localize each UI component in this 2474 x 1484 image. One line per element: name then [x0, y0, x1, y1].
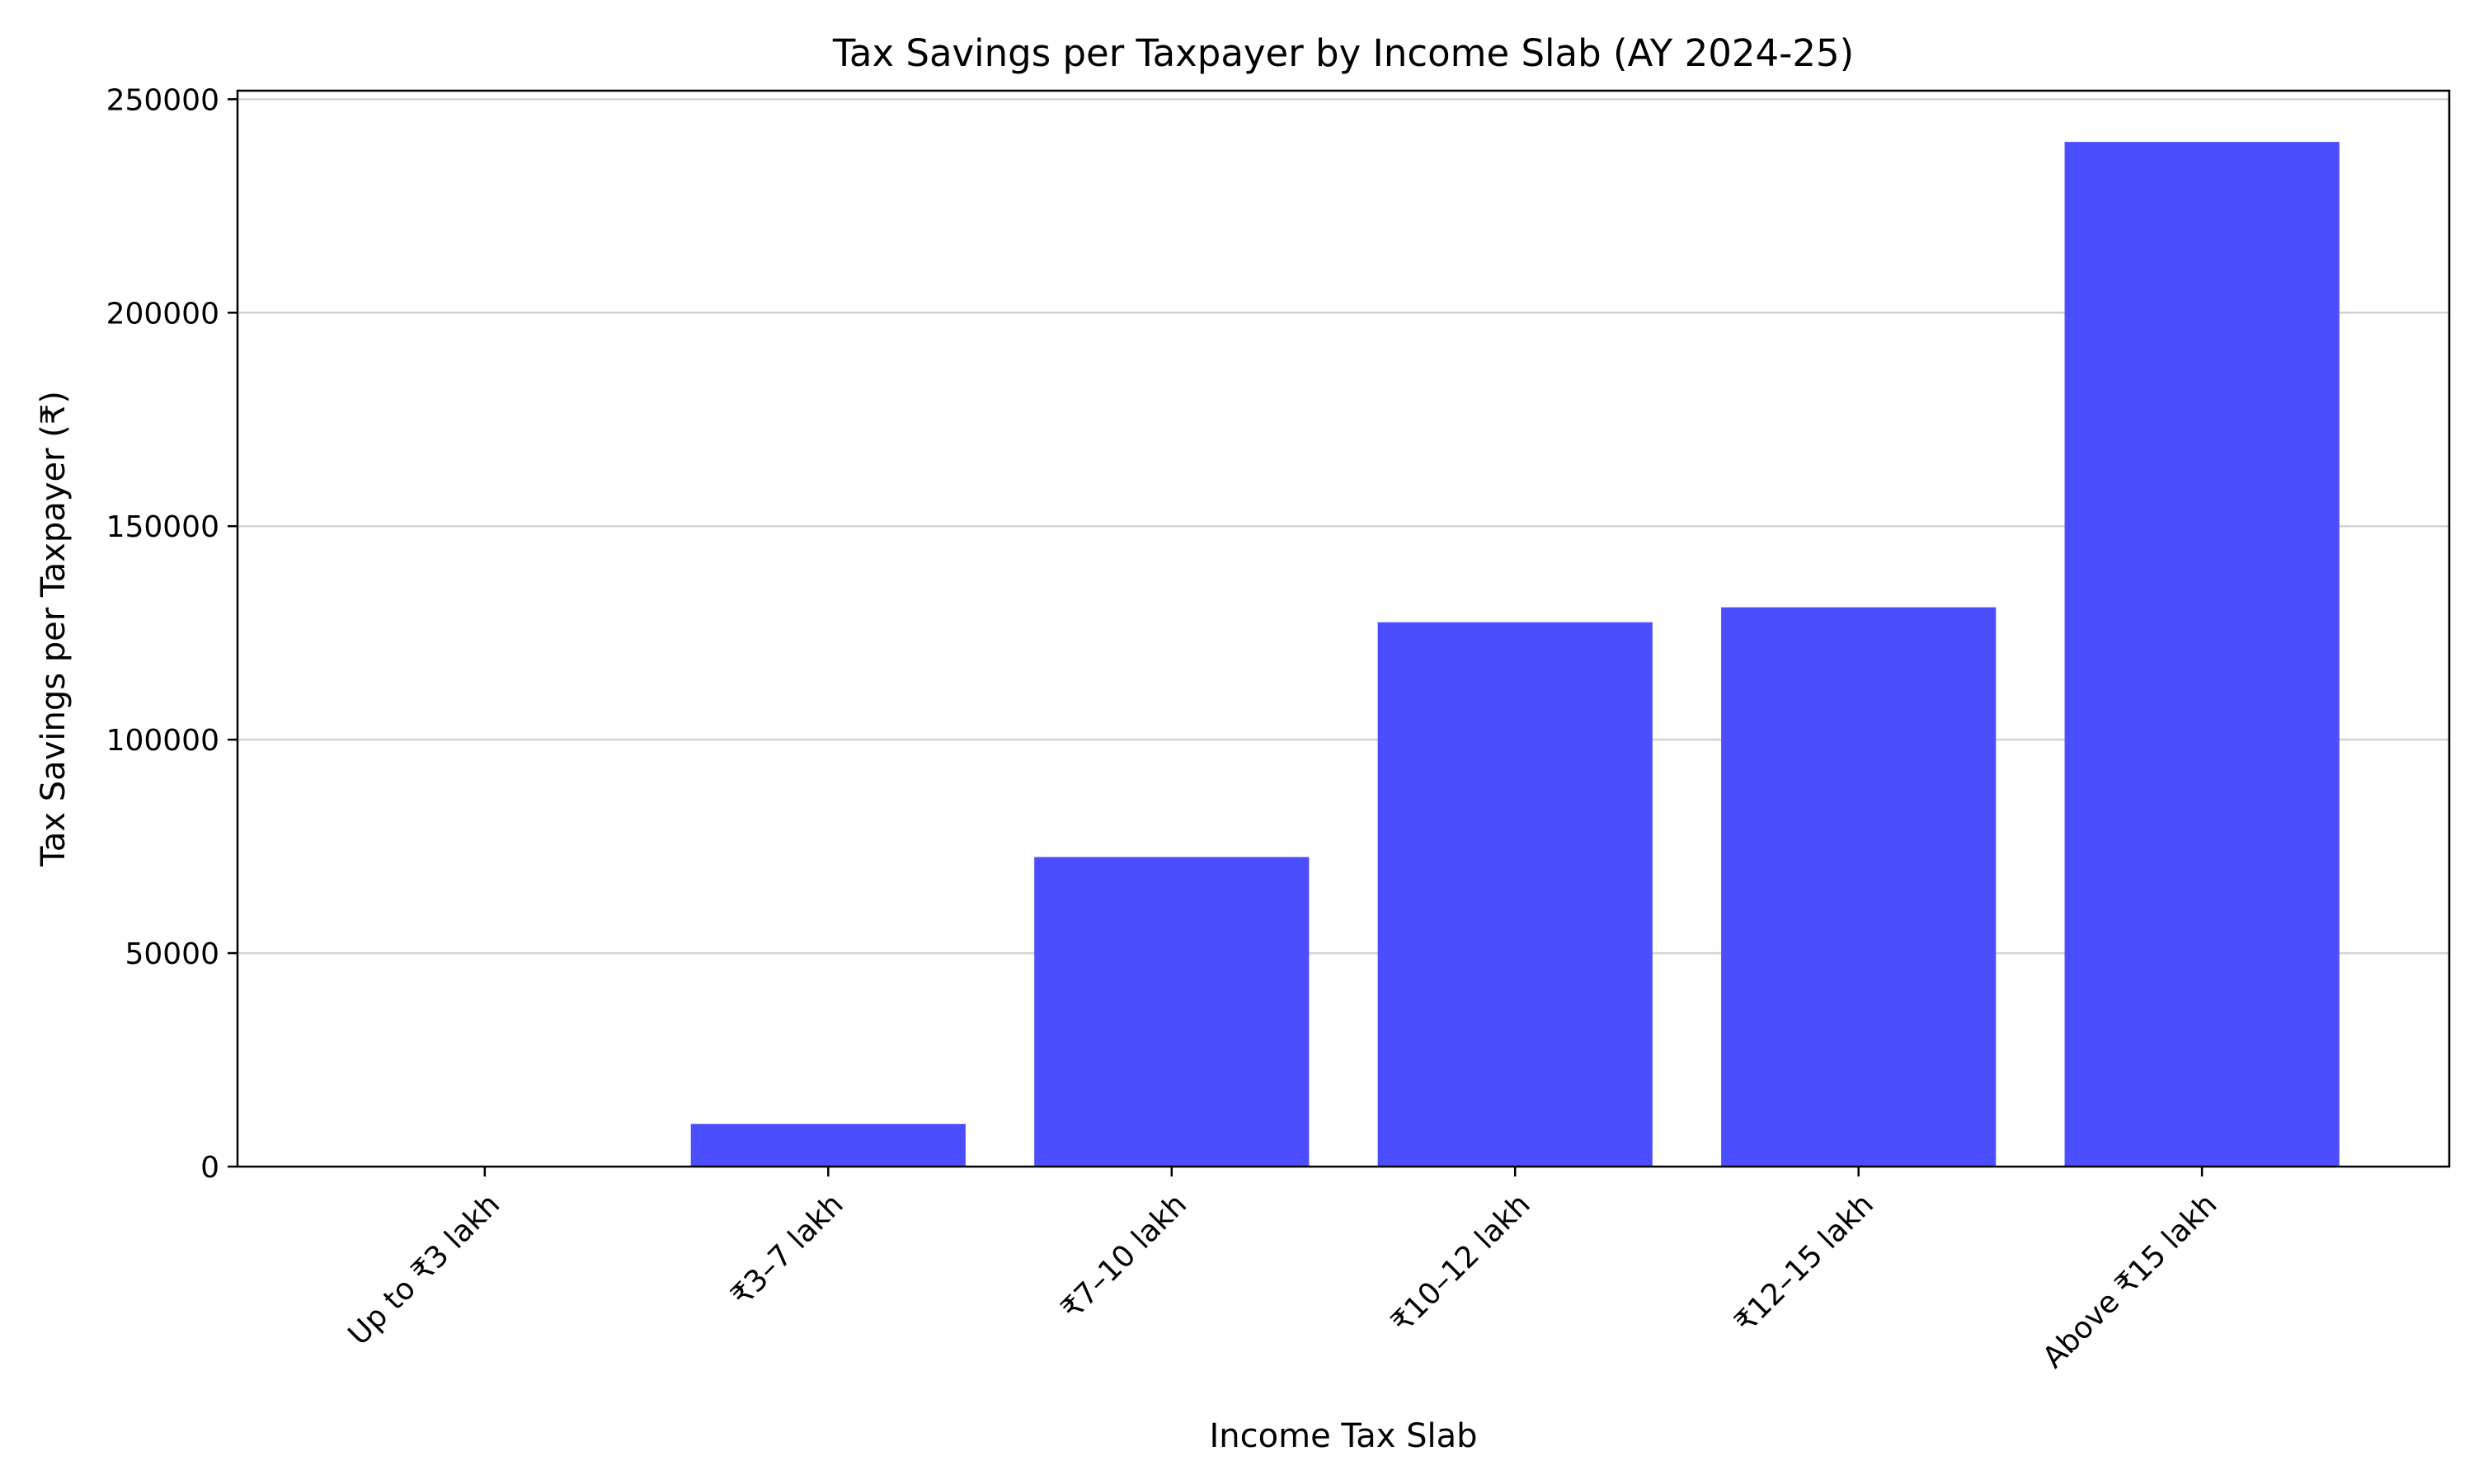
y-tick-label: 0	[200, 1151, 219, 1185]
y-axis-label: Tax Savings per Taxpayer (₹)	[35, 391, 73, 867]
y-tick-label: 100000	[106, 724, 219, 758]
y-tick-label: 250000	[106, 83, 219, 117]
bar	[1034, 857, 1310, 1167]
x-tick-label: ₹7–10 lakh	[1055, 1187, 1193, 1326]
y-tick-label: 200000	[106, 297, 219, 331]
x-tick-label: Above ₹15 lakh	[2036, 1187, 2223, 1374]
x-tick-label: ₹12–15 lakh	[1729, 1187, 1880, 1339]
plot-frame	[236, 89, 2451, 1168]
x-tick-label: ₹3–7 lakh	[725, 1187, 850, 1313]
x-tick-label: Up to ₹3 lakh	[342, 1187, 507, 1352]
bar	[690, 1124, 966, 1167]
bar	[2064, 142, 2340, 1167]
y-tick-label: 150000	[106, 510, 219, 544]
x-tick-label: ₹10–12 lakh	[1385, 1187, 1536, 1339]
y-tick-label: 50000	[125, 937, 219, 971]
chart-title: Tax Savings per Taxpayer by Income Slab …	[832, 31, 1854, 75]
bars	[690, 142, 2340, 1167]
x-axis-label: Income Tax Slab	[1209, 1417, 1477, 1455]
bar	[1721, 607, 1997, 1167]
bar	[1377, 622, 1653, 1167]
